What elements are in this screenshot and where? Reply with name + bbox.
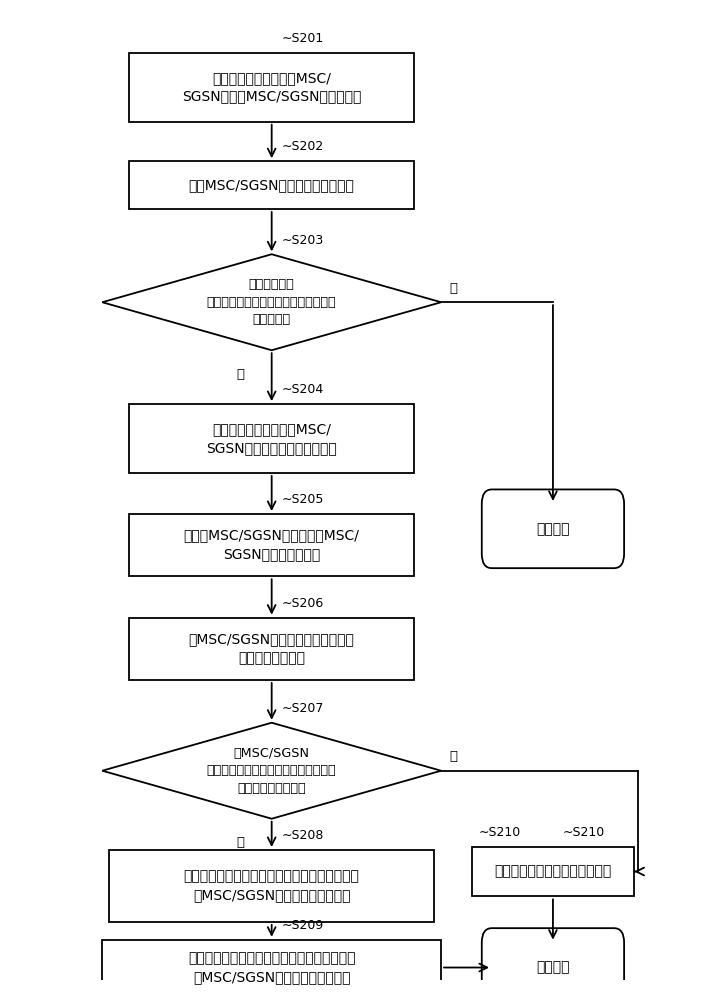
Text: ∼S206: ∼S206 (282, 597, 324, 610)
Text: ∼S207: ∼S207 (282, 702, 324, 715)
Text: 否: 否 (449, 282, 457, 295)
FancyBboxPatch shape (129, 618, 414, 680)
Text: 确定MSC/SGSN池的负荷均衡指标值: 确定MSC/SGSN池的负荷均衡指标值 (189, 178, 354, 192)
Text: 否: 否 (449, 750, 457, 763)
Text: 流程结束: 流程结束 (536, 961, 570, 975)
Text: 确定执行负荷迁移的源MSC/
SGSN、待迁移终端的特征信息: 确定执行负荷迁移的源MSC/ SGSN、待迁移终端的特征信息 (206, 422, 337, 455)
Text: ∼S210: ∼S210 (479, 826, 520, 839)
Text: ∼S202: ∼S202 (282, 140, 324, 153)
FancyBboxPatch shape (129, 53, 414, 122)
FancyBboxPatch shape (102, 940, 441, 995)
FancyBboxPatch shape (109, 850, 434, 922)
FancyBboxPatch shape (481, 489, 624, 568)
FancyBboxPatch shape (481, 928, 624, 1000)
Text: ∼S205: ∼S205 (282, 493, 324, 506)
Text: 是: 是 (237, 836, 244, 849)
FancyBboxPatch shape (472, 847, 634, 896)
Text: 在负荷迁移周期结束时，负荷迁移控制实体将
源MSC/SGSN重新设置为正常状态: 在负荷迁移周期结束时，负荷迁移控制实体将 源MSC/SGSN重新设置为正常状态 (188, 951, 355, 984)
FancyBboxPatch shape (129, 514, 414, 576)
Text: ∼S210: ∼S210 (563, 826, 605, 839)
Text: 在该移动终端结束当前业务或者位置更新之后，
源MSC/SGSN控制该移动终端迁移: 在该移动终端结束当前业务或者位置更新之后， 源MSC/SGSN控制该移动终端迁移 (184, 869, 359, 902)
Text: 通知源MSC/SGSN，并且将源MSC/
SGSN设置为卸载状态: 通知源MSC/SGSN，并且将源MSC/ SGSN设置为卸载状态 (184, 529, 359, 562)
Text: ∼S201: ∼S201 (282, 32, 324, 45)
Text: 是: 是 (237, 368, 244, 381)
Text: 负荷迁移控制实体采集MSC/
SGSN池中各MSC/SGSN的负荷信息: 负荷迁移控制实体采集MSC/ SGSN池中各MSC/SGSN的负荷信息 (182, 71, 361, 104)
Polygon shape (102, 723, 441, 819)
Text: ∼S209: ∼S209 (282, 919, 324, 932)
Text: 按照现有正常流程进行后续处理: 按照现有正常流程进行后续处理 (494, 865, 611, 879)
Text: 流程结束: 流程结束 (536, 522, 570, 536)
Text: 源MSC/SGSN下的某个移动终端发起
业务或者位置更新: 源MSC/SGSN下的某个移动终端发起 业务或者位置更新 (189, 632, 354, 665)
Text: 判断确定出的
负荷均衡指标值是否满足设定的负荷迁
移启动条件: 判断确定出的 负荷均衡指标值是否满足设定的负荷迁 移启动条件 (207, 278, 337, 326)
Text: ∼S208: ∼S208 (282, 829, 324, 842)
Polygon shape (102, 254, 441, 350)
FancyBboxPatch shape (129, 161, 414, 209)
FancyBboxPatch shape (129, 404, 414, 473)
Text: ∼S203: ∼S203 (282, 234, 324, 247)
Text: ∼S204: ∼S204 (282, 383, 324, 396)
Text: 源MSC/SGSN
判断该移动终端的特征信息是否符合待
迁移终端的特征信息: 源MSC/SGSN 判断该移动终端的特征信息是否符合待 迁移终端的特征信息 (207, 747, 337, 795)
